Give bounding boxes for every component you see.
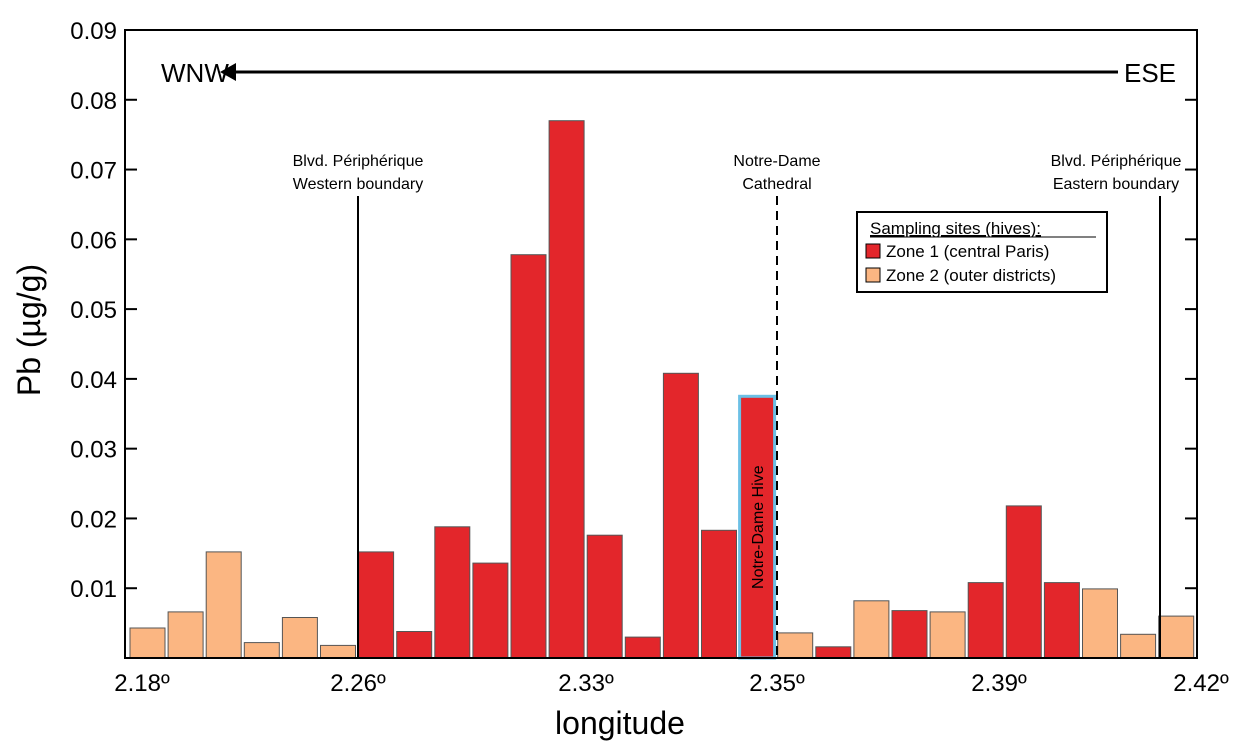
bar	[281, 617, 318, 659]
y-tick-label: 0.03	[70, 437, 117, 464]
bar	[1043, 582, 1080, 659]
eastern-boundary-label-line1: Blvd. Périphérique	[1051, 153, 1182, 170]
bar	[624, 636, 661, 659]
bar	[701, 529, 737, 659]
x-tick-label: 2.18º	[114, 670, 170, 697]
western-boundary-label-line1: Blvd. Périphérique	[293, 153, 424, 170]
x-tick-label: 2.33º	[558, 670, 614, 697]
y-tick-label: 0.07	[70, 158, 117, 185]
bar	[434, 526, 471, 659]
bar	[205, 551, 242, 659]
bar	[853, 600, 890, 659]
bar	[586, 534, 623, 659]
western-boundary-label-line2: Western boundary	[293, 176, 423, 193]
y-tick-label: 0.08	[70, 88, 117, 115]
legend-swatch-zone-2	[865, 267, 881, 283]
y-tick-label: 0.06	[70, 227, 117, 254]
direction-right-label: ESE	[1124, 58, 1176, 88]
x-tick-label: 2.39º	[971, 670, 1027, 697]
legend-box	[856, 211, 1108, 293]
y-tick-label: 0.02	[70, 506, 117, 533]
cathedral-label-line1: Notre-Dame	[733, 153, 820, 170]
bar	[929, 611, 966, 659]
x-tick-label: 2.26º	[330, 670, 386, 697]
y-tick-label: 0.01	[70, 576, 117, 603]
y-tick-label: 0.04	[70, 367, 117, 394]
bar	[548, 120, 585, 659]
reference-lines	[357, 196, 1161, 658]
legend-swatch-zone-1	[865, 243, 881, 259]
bar	[1120, 633, 1157, 659]
legend: Sampling sites (hives): Zone 1 (central …	[856, 211, 1108, 293]
bar	[1082, 588, 1118, 659]
y-axis-title: Pb (µg/g)	[11, 264, 47, 396]
x-axis-ticks: 2.18º 2.26º 2.33º 2.35º 2.39º 2.42º	[114, 670, 1229, 697]
legend-title: Sampling sites (hives):	[870, 219, 1041, 238]
bar	[777, 632, 814, 659]
bar	[662, 372, 699, 659]
x-axis-title: longitude	[555, 705, 685, 741]
bar	[320, 644, 356, 659]
bar	[358, 551, 395, 659]
y-tick-label: 0.09	[70, 18, 117, 45]
bars-group	[129, 120, 1195, 660]
bar	[129, 627, 166, 659]
x-tick-label: 2.35º	[749, 670, 805, 697]
bar	[1005, 505, 1042, 659]
legend-label-zone-2: Zone 2 (outer districts)	[886, 266, 1056, 285]
plot-frame	[124, 29, 1198, 659]
bar	[510, 254, 547, 659]
direction-left-label: WNW	[161, 58, 229, 88]
bar	[167, 611, 204, 659]
bar	[967, 582, 1004, 659]
y-tick-label: 0.05	[70, 297, 117, 324]
y-axis-ticks: 0.01 0.02 0.03 0.04 0.05 0.06 0.07 0.08 0.09	[70, 18, 1197, 603]
bar	[243, 642, 280, 659]
bar	[891, 610, 928, 659]
bar	[1158, 615, 1195, 659]
cathedral-label-line2: Cathedral	[742, 176, 811, 193]
bar	[396, 631, 433, 659]
bar	[815, 646, 852, 659]
legend-label-zone-1: Zone 1 (central Paris)	[886, 242, 1049, 261]
direction-arrow-head	[220, 63, 236, 81]
bar	[472, 562, 509, 659]
x-tick-label: 2.42º	[1173, 670, 1229, 697]
notre-dame-hive-label: Notre-Dame Hive	[750, 465, 767, 589]
eastern-boundary-label-line2: Eastern boundary	[1053, 176, 1179, 193]
